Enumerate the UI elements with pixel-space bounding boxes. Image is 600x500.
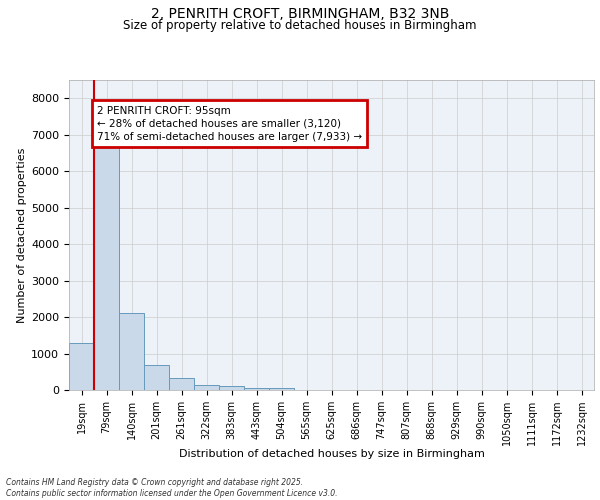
Bar	[244, 388, 269, 390]
Bar	[144, 365, 169, 390]
Text: 2 PENRITH CROFT: 95sqm
← 28% of detached houses are smaller (3,120)
71% of semi-: 2 PENRITH CROFT: 95sqm ← 28% of detached…	[97, 106, 362, 142]
Text: Size of property relative to detached houses in Birmingham: Size of property relative to detached ho…	[123, 18, 477, 32]
Text: Contains HM Land Registry data © Crown copyright and database right 2025.
Contai: Contains HM Land Registry data © Crown c…	[6, 478, 337, 498]
Bar	[219, 386, 244, 390]
Bar	[194, 384, 219, 390]
Bar	[169, 378, 194, 390]
Bar	[69, 342, 94, 390]
Y-axis label: Number of detached properties: Number of detached properties	[17, 148, 27, 322]
Bar	[269, 388, 294, 390]
Text: 2, PENRITH CROFT, BIRMINGHAM, B32 3NB: 2, PENRITH CROFT, BIRMINGHAM, B32 3NB	[151, 8, 449, 22]
Bar	[94, 148, 119, 390]
X-axis label: Distribution of detached houses by size in Birmingham: Distribution of detached houses by size …	[179, 450, 484, 460]
Bar	[119, 314, 144, 390]
